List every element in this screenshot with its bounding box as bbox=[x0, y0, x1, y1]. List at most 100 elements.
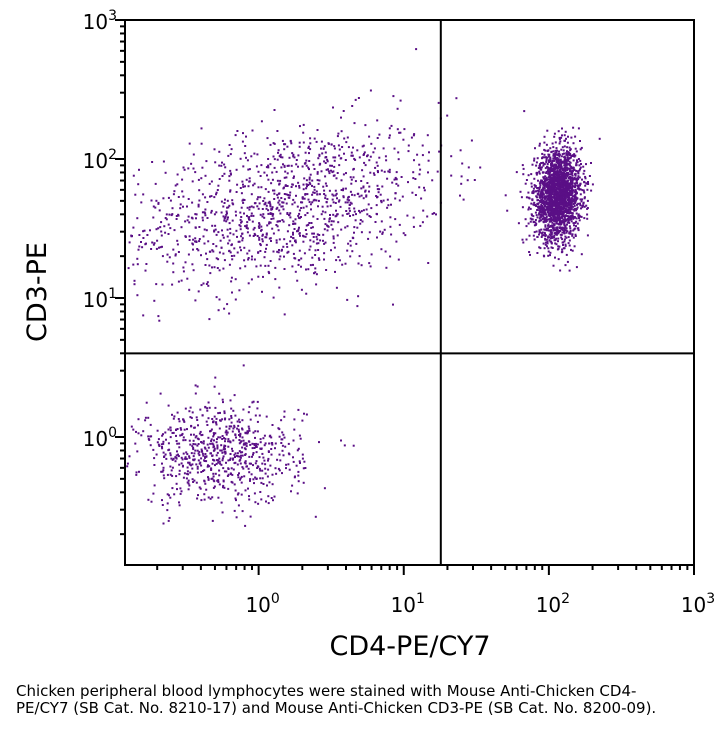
event-dot bbox=[576, 187, 579, 190]
event-dot bbox=[259, 175, 262, 177]
event-dot bbox=[245, 445, 248, 448]
event-dot bbox=[567, 218, 570, 221]
event-dot bbox=[545, 199, 548, 202]
event-dot bbox=[527, 196, 530, 199]
event-dot bbox=[223, 163, 226, 166]
event-dot bbox=[196, 497, 199, 500]
event-dot bbox=[551, 225, 554, 228]
event-dot bbox=[164, 171, 167, 174]
event-dot bbox=[455, 97, 458, 100]
event-dot bbox=[260, 228, 263, 231]
event-dot bbox=[192, 238, 195, 241]
event-dot bbox=[573, 224, 575, 227]
event-dot bbox=[229, 172, 232, 175]
event-dot bbox=[207, 476, 209, 479]
event-dot bbox=[568, 182, 571, 185]
event-dot bbox=[522, 173, 525, 176]
event-dot bbox=[213, 415, 216, 418]
event-dot bbox=[540, 193, 543, 195]
event-dot bbox=[325, 201, 328, 203]
event-dot bbox=[310, 222, 313, 224]
event-dot bbox=[361, 220, 364, 223]
event-dot bbox=[560, 136, 563, 139]
event-dot bbox=[364, 164, 367, 167]
event-dot bbox=[305, 292, 308, 295]
event-dot bbox=[332, 156, 335, 159]
event-dot bbox=[271, 206, 274, 209]
event-dot bbox=[160, 470, 163, 473]
event-dot bbox=[260, 481, 263, 484]
event-dot bbox=[342, 189, 344, 192]
event-dot bbox=[153, 242, 156, 245]
event-dot bbox=[556, 179, 559, 182]
event-dot bbox=[571, 214, 574, 217]
event-dot bbox=[231, 458, 234, 461]
event-dot bbox=[188, 461, 191, 464]
event-dot bbox=[570, 173, 573, 176]
event-dot bbox=[278, 155, 281, 158]
event-dot bbox=[238, 289, 241, 292]
event-dot bbox=[157, 227, 160, 230]
event-dot bbox=[235, 454, 238, 457]
event-dot bbox=[247, 168, 250, 171]
event-dot bbox=[278, 428, 281, 431]
event-dot bbox=[576, 160, 579, 163]
event-dot bbox=[188, 463, 191, 466]
event-dot bbox=[316, 171, 319, 174]
event-dot bbox=[274, 442, 277, 445]
event-dot bbox=[358, 209, 360, 212]
scatter-points bbox=[126, 48, 601, 527]
event-dot bbox=[290, 170, 293, 173]
event-dot bbox=[289, 240, 292, 243]
event-dot bbox=[176, 428, 179, 430]
event-dot bbox=[196, 467, 199, 470]
event-dot bbox=[576, 159, 578, 162]
event-dot bbox=[558, 153, 561, 156]
event-dot bbox=[198, 238, 201, 240]
event-dot bbox=[567, 167, 570, 170]
event-dot bbox=[330, 223, 333, 226]
event-dot bbox=[352, 168, 355, 171]
event-dot bbox=[337, 132, 340, 135]
event-dot bbox=[361, 145, 364, 148]
event-dot bbox=[188, 456, 191, 459]
event-dot bbox=[206, 449, 209, 452]
event-dot bbox=[182, 418, 185, 421]
event-dot bbox=[283, 268, 286, 270]
event-dot bbox=[220, 449, 223, 452]
event-dot bbox=[248, 429, 251, 432]
event-dot bbox=[216, 267, 219, 269]
event-dot bbox=[537, 186, 540, 189]
event-dot bbox=[344, 201, 347, 204]
event-dot bbox=[573, 168, 576, 171]
event-dot bbox=[341, 214, 344, 217]
event-dot bbox=[544, 212, 547, 215]
event-dot bbox=[255, 442, 258, 445]
event-dot bbox=[184, 439, 187, 442]
event-dot bbox=[552, 226, 555, 229]
event-dot bbox=[370, 207, 373, 210]
event-dot bbox=[384, 155, 387, 158]
event-dot bbox=[179, 487, 182, 490]
event-dot bbox=[323, 160, 326, 163]
event-dot bbox=[202, 235, 205, 238]
event-dot bbox=[263, 197, 266, 200]
event-dot bbox=[396, 107, 399, 110]
event-dot bbox=[333, 159, 336, 162]
event-dot bbox=[566, 141, 569, 144]
event-dot bbox=[214, 161, 217, 164]
event-dot bbox=[297, 216, 300, 219]
event-dot bbox=[337, 256, 340, 258]
event-dot bbox=[195, 213, 198, 216]
event-dot bbox=[233, 424, 236, 427]
event-dot bbox=[177, 455, 180, 458]
event-dot bbox=[580, 253, 583, 256]
event-dot bbox=[568, 197, 571, 200]
event-dot bbox=[192, 243, 194, 246]
event-dot bbox=[545, 159, 548, 162]
event-dot bbox=[302, 467, 305, 470]
event-dot bbox=[152, 216, 155, 219]
event-dot bbox=[259, 250, 262, 252]
event-dot bbox=[236, 235, 238, 238]
event-dot bbox=[272, 232, 275, 235]
